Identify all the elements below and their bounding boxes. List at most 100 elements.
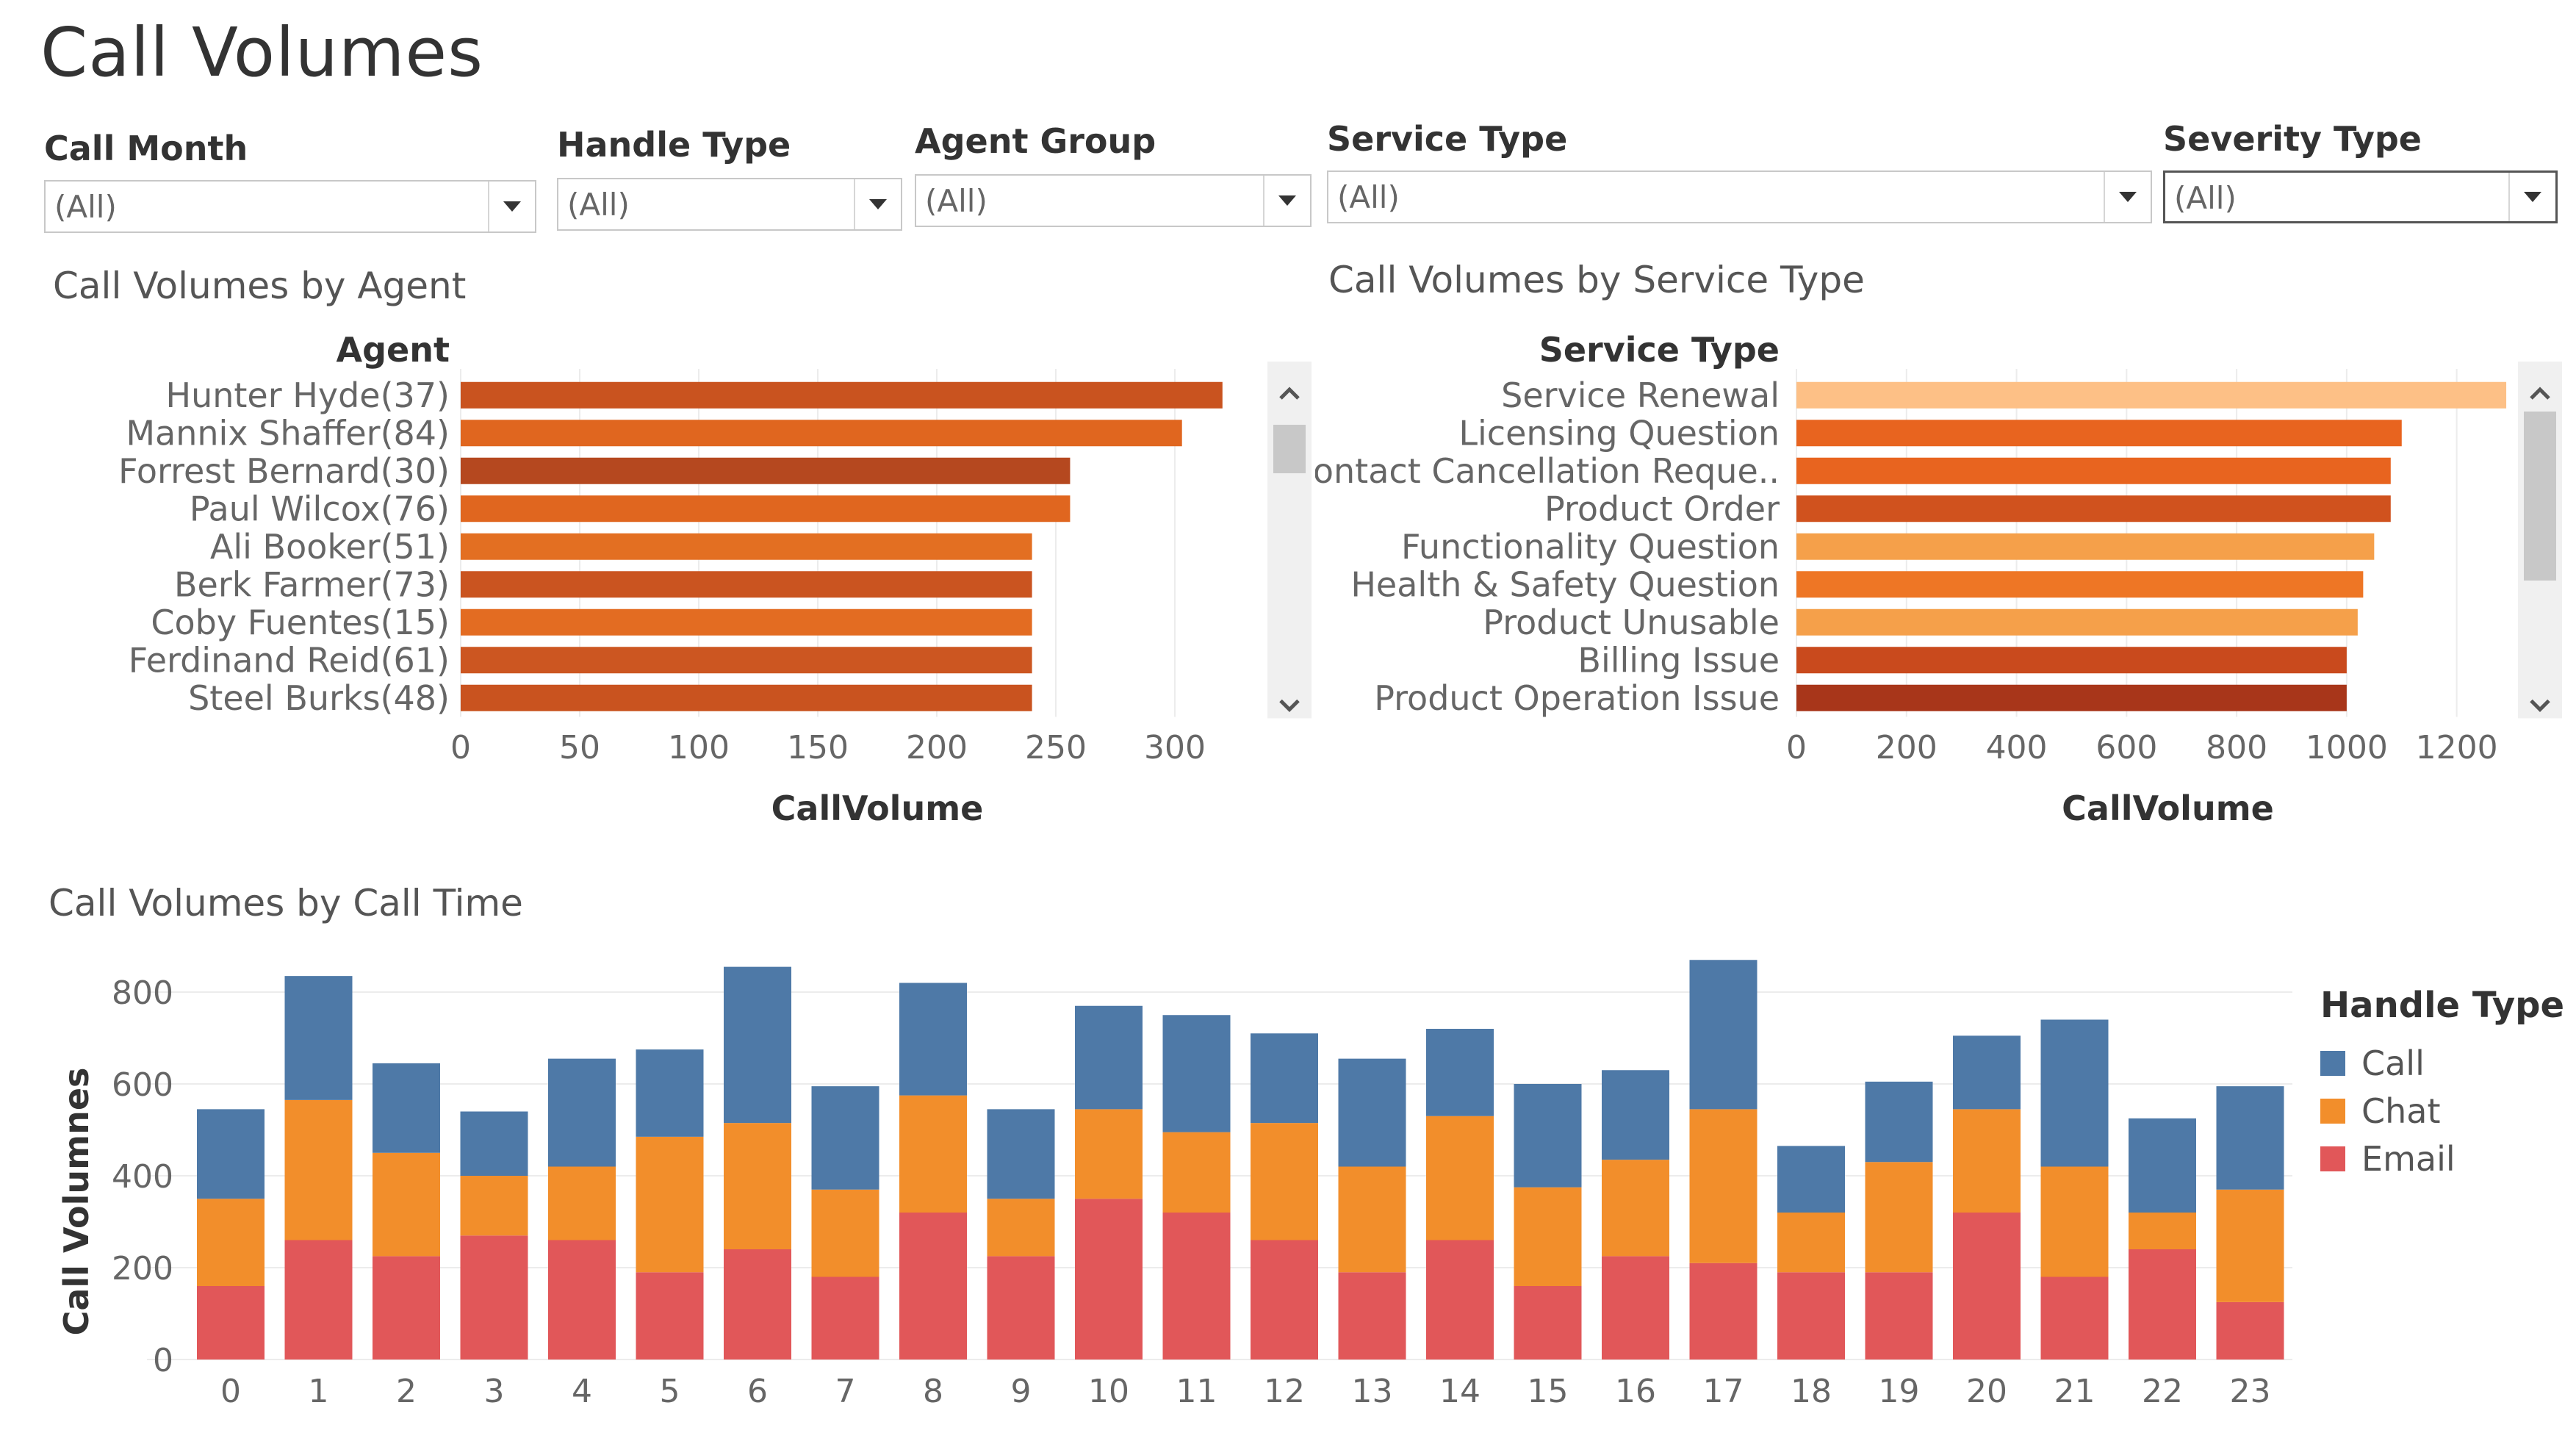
bar-segment-email[interactable] <box>548 1240 616 1360</box>
bar-segment-call[interactable] <box>636 1049 704 1137</box>
bar-segment-chat[interactable] <box>460 1176 528 1236</box>
bar-segment-call[interactable] <box>2040 1019 2109 1167</box>
bar[interactable] <box>1796 608 2358 636</box>
bar-segment-email[interactable] <box>1162 1213 1231 1360</box>
scrollbar-thumb[interactable] <box>1273 425 1306 473</box>
chevron-down-icon[interactable] <box>1279 699 1300 713</box>
bar-segment-chat[interactable] <box>373 1152 440 1257</box>
bar-segment-call[interactable] <box>1338 1058 1406 1167</box>
bar-segment-chat[interactable] <box>899 1095 967 1213</box>
bar-segment-chat[interactable] <box>1162 1132 1231 1213</box>
bar[interactable] <box>461 381 1223 409</box>
chevron-up-icon[interactable] <box>2530 387 2550 400</box>
severity-type-dropdown[interactable]: (All) <box>2163 170 2558 223</box>
bar-segment-email[interactable] <box>284 1240 353 1360</box>
legend-item-chat[interactable]: Chat <box>2320 1087 2564 1135</box>
bar-segment-email[interactable] <box>1777 1272 1845 1360</box>
bar-segment-email[interactable] <box>1865 1272 1933 1360</box>
bar[interactable] <box>461 647 1032 674</box>
bar[interactable] <box>1796 533 2375 560</box>
bar-segment-chat[interactable] <box>1602 1160 1669 1257</box>
bar-segment-email[interactable] <box>724 1249 791 1360</box>
bar-segment-chat[interactable] <box>1689 1109 1757 1263</box>
bar-segment-chat[interactable] <box>1953 1109 2021 1213</box>
agent-group-dropdown[interactable]: (All) <box>915 174 1312 227</box>
bar-segment-call[interactable] <box>1777 1146 1845 1213</box>
bar[interactable] <box>461 608 1032 636</box>
bar[interactable] <box>1796 381 2507 409</box>
bar-segment-email[interactable] <box>373 1256 440 1360</box>
bar-segment-call[interactable] <box>899 983 967 1096</box>
bar[interactable] <box>1796 571 2364 598</box>
bar-segment-email[interactable] <box>2040 1276 2109 1360</box>
bar-segment-call[interactable] <box>1953 1035 2021 1110</box>
filter-call-month[interactable]: Call Month (All) <box>44 129 536 239</box>
bar[interactable] <box>1796 420 2402 447</box>
chevron-down-icon[interactable] <box>2104 172 2151 222</box>
bar-segment-email[interactable] <box>1426 1240 1494 1360</box>
bar-segment-email[interactable] <box>2216 1301 2284 1360</box>
bar-segment-chat[interactable] <box>2129 1213 2196 1249</box>
bar-segment-chat[interactable] <box>1865 1162 1933 1273</box>
bar[interactable] <box>1796 647 2347 674</box>
bar-segment-call[interactable] <box>2216 1086 2284 1190</box>
bar-segment-email[interactable] <box>460 1235 528 1360</box>
bar-segment-call[interactable] <box>1162 1015 1231 1132</box>
scrollbar-track[interactable] <box>1267 362 1312 719</box>
bar[interactable] <box>461 495 1071 522</box>
call-month-dropdown[interactable]: (All) <box>44 180 536 233</box>
bar-segment-call[interactable] <box>460 1111 528 1177</box>
legend-item-email[interactable]: Email <box>2320 1135 2564 1182</box>
filter-severity-type[interactable]: Severity Type (All) <box>2163 119 2558 229</box>
bar[interactable] <box>461 457 1071 484</box>
bar[interactable] <box>461 533 1032 560</box>
bar-segment-email[interactable] <box>2129 1249 2196 1360</box>
bar-segment-email[interactable] <box>1514 1286 1582 1360</box>
bar-segment-chat[interactable] <box>1338 1166 1406 1273</box>
bar-segment-call[interactable] <box>987 1109 1055 1199</box>
legend-item-call[interactable]: Call <box>2320 1039 2564 1087</box>
bar-segment-email[interactable] <box>1338 1272 1406 1360</box>
bar-segment-call[interactable] <box>1514 1084 1582 1188</box>
filter-service-type[interactable]: Service Type (All) <box>1327 119 2152 229</box>
chevron-down-icon[interactable] <box>854 179 901 229</box>
bar-segment-call[interactable] <box>724 966 791 1124</box>
bar[interactable] <box>461 420 1182 447</box>
chevron-down-icon[interactable] <box>2530 699 2550 713</box>
bar-segment-email[interactable] <box>636 1272 704 1360</box>
bar-segment-email[interactable] <box>197 1286 265 1360</box>
bar-segment-call[interactable] <box>548 1058 616 1167</box>
bar-segment-call[interactable] <box>811 1086 879 1190</box>
bar-segment-email[interactable] <box>811 1276 879 1360</box>
bar-segment-email[interactable] <box>1602 1256 1669 1360</box>
chevron-down-icon[interactable] <box>488 182 535 231</box>
chevron-down-icon[interactable] <box>1263 176 1310 226</box>
bar-segment-call[interactable] <box>1602 1070 1669 1160</box>
bar-segment-chat[interactable] <box>2040 1166 2109 1277</box>
bar[interactable] <box>461 571 1032 598</box>
bar-segment-chat[interactable] <box>811 1189 879 1277</box>
bar-segment-chat[interactable] <box>1075 1109 1143 1199</box>
bar-segment-chat[interactable] <box>987 1199 1055 1257</box>
bar-segment-email[interactable] <box>1075 1199 1143 1360</box>
bar-segment-chat[interactable] <box>1777 1213 1845 1273</box>
bar-segment-email[interactable] <box>987 1256 1055 1360</box>
chevron-down-icon[interactable] <box>2508 173 2555 221</box>
bar-segment-call[interactable] <box>2129 1118 2196 1213</box>
chevron-up-icon[interactable] <box>1279 387 1300 400</box>
bar-segment-call[interactable] <box>1075 1005 1143 1110</box>
bar-segment-call[interactable] <box>373 1063 440 1153</box>
bar-segment-call[interactable] <box>1426 1029 1494 1116</box>
bar-segment-call[interactable] <box>1865 1081 1933 1163</box>
bar-segment-chat[interactable] <box>548 1166 616 1240</box>
filter-handle-type[interactable]: Handle Type (All) <box>557 125 902 235</box>
bar-segment-email[interactable] <box>899 1213 967 1360</box>
bar-segment-call[interactable] <box>1251 1033 1318 1124</box>
bar[interactable] <box>1796 457 2391 484</box>
bar-segment-email[interactable] <box>1251 1240 1318 1360</box>
bar-segment-chat[interactable] <box>636 1136 704 1273</box>
bar-segment-chat[interactable] <box>1514 1187 1582 1286</box>
bar-segment-chat[interactable] <box>197 1199 265 1286</box>
bar-segment-call[interactable] <box>284 976 353 1100</box>
handle-type-dropdown[interactable]: (All) <box>557 178 902 231</box>
